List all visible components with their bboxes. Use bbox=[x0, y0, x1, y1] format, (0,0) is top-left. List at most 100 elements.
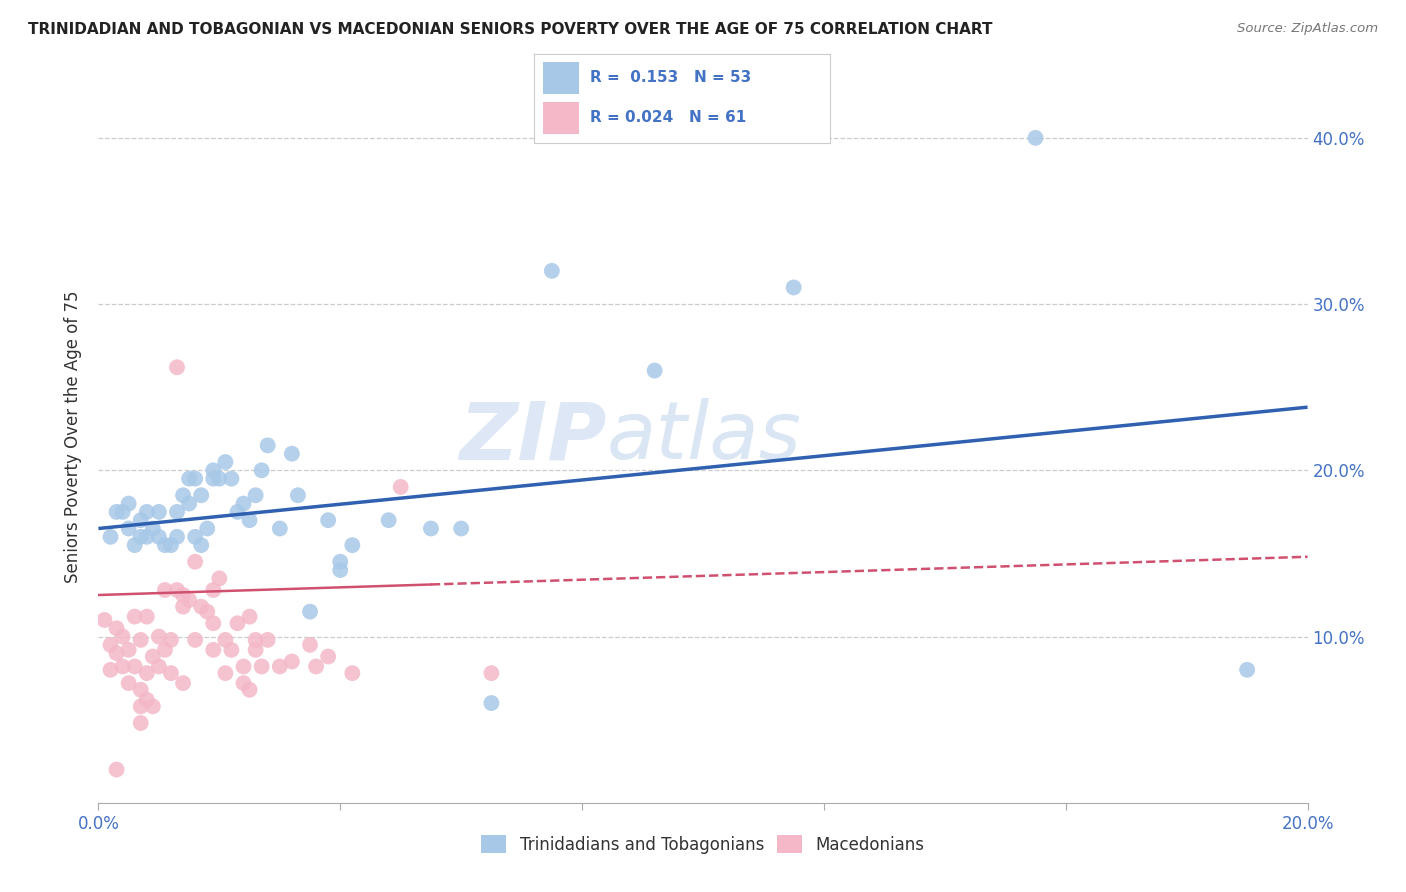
Point bbox=[221, 643, 243, 657]
Point bbox=[305, 659, 328, 673]
Point bbox=[287, 488, 309, 502]
Point bbox=[172, 588, 194, 602]
Point bbox=[214, 666, 236, 681]
Point bbox=[245, 488, 267, 502]
Point bbox=[142, 649, 165, 664]
Point bbox=[105, 621, 128, 635]
Point bbox=[135, 505, 157, 519]
Point bbox=[256, 438, 278, 452]
Point bbox=[202, 582, 225, 597]
Point bbox=[160, 666, 183, 681]
Point bbox=[540, 264, 562, 278]
FancyBboxPatch shape bbox=[543, 62, 579, 94]
Point bbox=[166, 360, 188, 375]
Point bbox=[129, 530, 152, 544]
Point bbox=[148, 630, 170, 644]
Point bbox=[256, 632, 278, 647]
Point bbox=[214, 632, 236, 647]
Point bbox=[245, 632, 267, 647]
Y-axis label: Seniors Poverty Over the Age of 75: Seniors Poverty Over the Age of 75 bbox=[65, 291, 83, 583]
Point bbox=[153, 643, 176, 657]
Point bbox=[172, 488, 194, 502]
Point bbox=[208, 571, 231, 585]
Point bbox=[160, 632, 183, 647]
Point bbox=[232, 659, 254, 673]
Point bbox=[644, 363, 666, 377]
Point bbox=[269, 659, 291, 673]
Point bbox=[342, 666, 364, 681]
Point bbox=[190, 488, 212, 502]
Point bbox=[329, 555, 352, 569]
Point bbox=[245, 643, 267, 657]
Point bbox=[135, 609, 157, 624]
Point bbox=[783, 280, 806, 294]
Point bbox=[148, 505, 170, 519]
Point bbox=[105, 505, 128, 519]
Point bbox=[232, 676, 254, 690]
Point bbox=[481, 666, 503, 681]
Point bbox=[179, 593, 201, 607]
Point bbox=[226, 505, 249, 519]
Text: Source: ZipAtlas.com: Source: ZipAtlas.com bbox=[1237, 22, 1378, 36]
Point bbox=[93, 613, 115, 627]
Point bbox=[166, 582, 188, 597]
Point bbox=[129, 699, 152, 714]
Point bbox=[153, 538, 176, 552]
Point bbox=[281, 447, 304, 461]
Point bbox=[100, 663, 122, 677]
Point bbox=[129, 716, 152, 731]
Point bbox=[190, 599, 212, 614]
Point bbox=[111, 659, 134, 673]
Point bbox=[160, 538, 183, 552]
Point bbox=[184, 632, 207, 647]
Point bbox=[135, 530, 157, 544]
Point bbox=[142, 699, 165, 714]
Point bbox=[420, 521, 443, 535]
Point bbox=[450, 521, 472, 535]
Point bbox=[105, 763, 128, 777]
Point bbox=[184, 555, 207, 569]
Point bbox=[239, 609, 262, 624]
Point bbox=[195, 521, 218, 535]
Point bbox=[202, 643, 225, 657]
Point bbox=[129, 632, 152, 647]
Point bbox=[129, 682, 152, 697]
Point bbox=[377, 513, 399, 527]
Point bbox=[1236, 663, 1258, 677]
Point bbox=[129, 513, 152, 527]
Point bbox=[342, 538, 364, 552]
Point bbox=[118, 643, 141, 657]
Point bbox=[111, 630, 134, 644]
FancyBboxPatch shape bbox=[543, 102, 579, 134]
Point bbox=[124, 538, 146, 552]
Point bbox=[269, 521, 291, 535]
Point bbox=[1024, 131, 1046, 145]
Point bbox=[190, 538, 212, 552]
Point bbox=[316, 513, 339, 527]
Point bbox=[208, 472, 231, 486]
Point bbox=[184, 530, 207, 544]
Point bbox=[202, 463, 225, 477]
Point bbox=[118, 521, 141, 535]
Point bbox=[111, 505, 134, 519]
Text: TRINIDADIAN AND TOBAGONIAN VS MACEDONIAN SENIORS POVERTY OVER THE AGE OF 75 CORR: TRINIDADIAN AND TOBAGONIAN VS MACEDONIAN… bbox=[28, 22, 993, 37]
Point bbox=[100, 638, 122, 652]
Point bbox=[299, 605, 322, 619]
Point bbox=[316, 649, 339, 664]
Point bbox=[214, 455, 236, 469]
Point bbox=[142, 521, 165, 535]
Text: ZIP: ZIP bbox=[458, 398, 606, 476]
Point bbox=[105, 646, 128, 660]
Text: R = 0.024   N = 61: R = 0.024 N = 61 bbox=[591, 111, 747, 125]
Point bbox=[118, 676, 141, 690]
Point bbox=[166, 505, 188, 519]
Point bbox=[153, 582, 176, 597]
Point bbox=[239, 513, 262, 527]
Point bbox=[389, 480, 412, 494]
Point bbox=[148, 530, 170, 544]
Point bbox=[250, 659, 273, 673]
Point bbox=[179, 497, 201, 511]
Point bbox=[118, 497, 141, 511]
Point bbox=[481, 696, 503, 710]
Point bbox=[124, 659, 146, 673]
